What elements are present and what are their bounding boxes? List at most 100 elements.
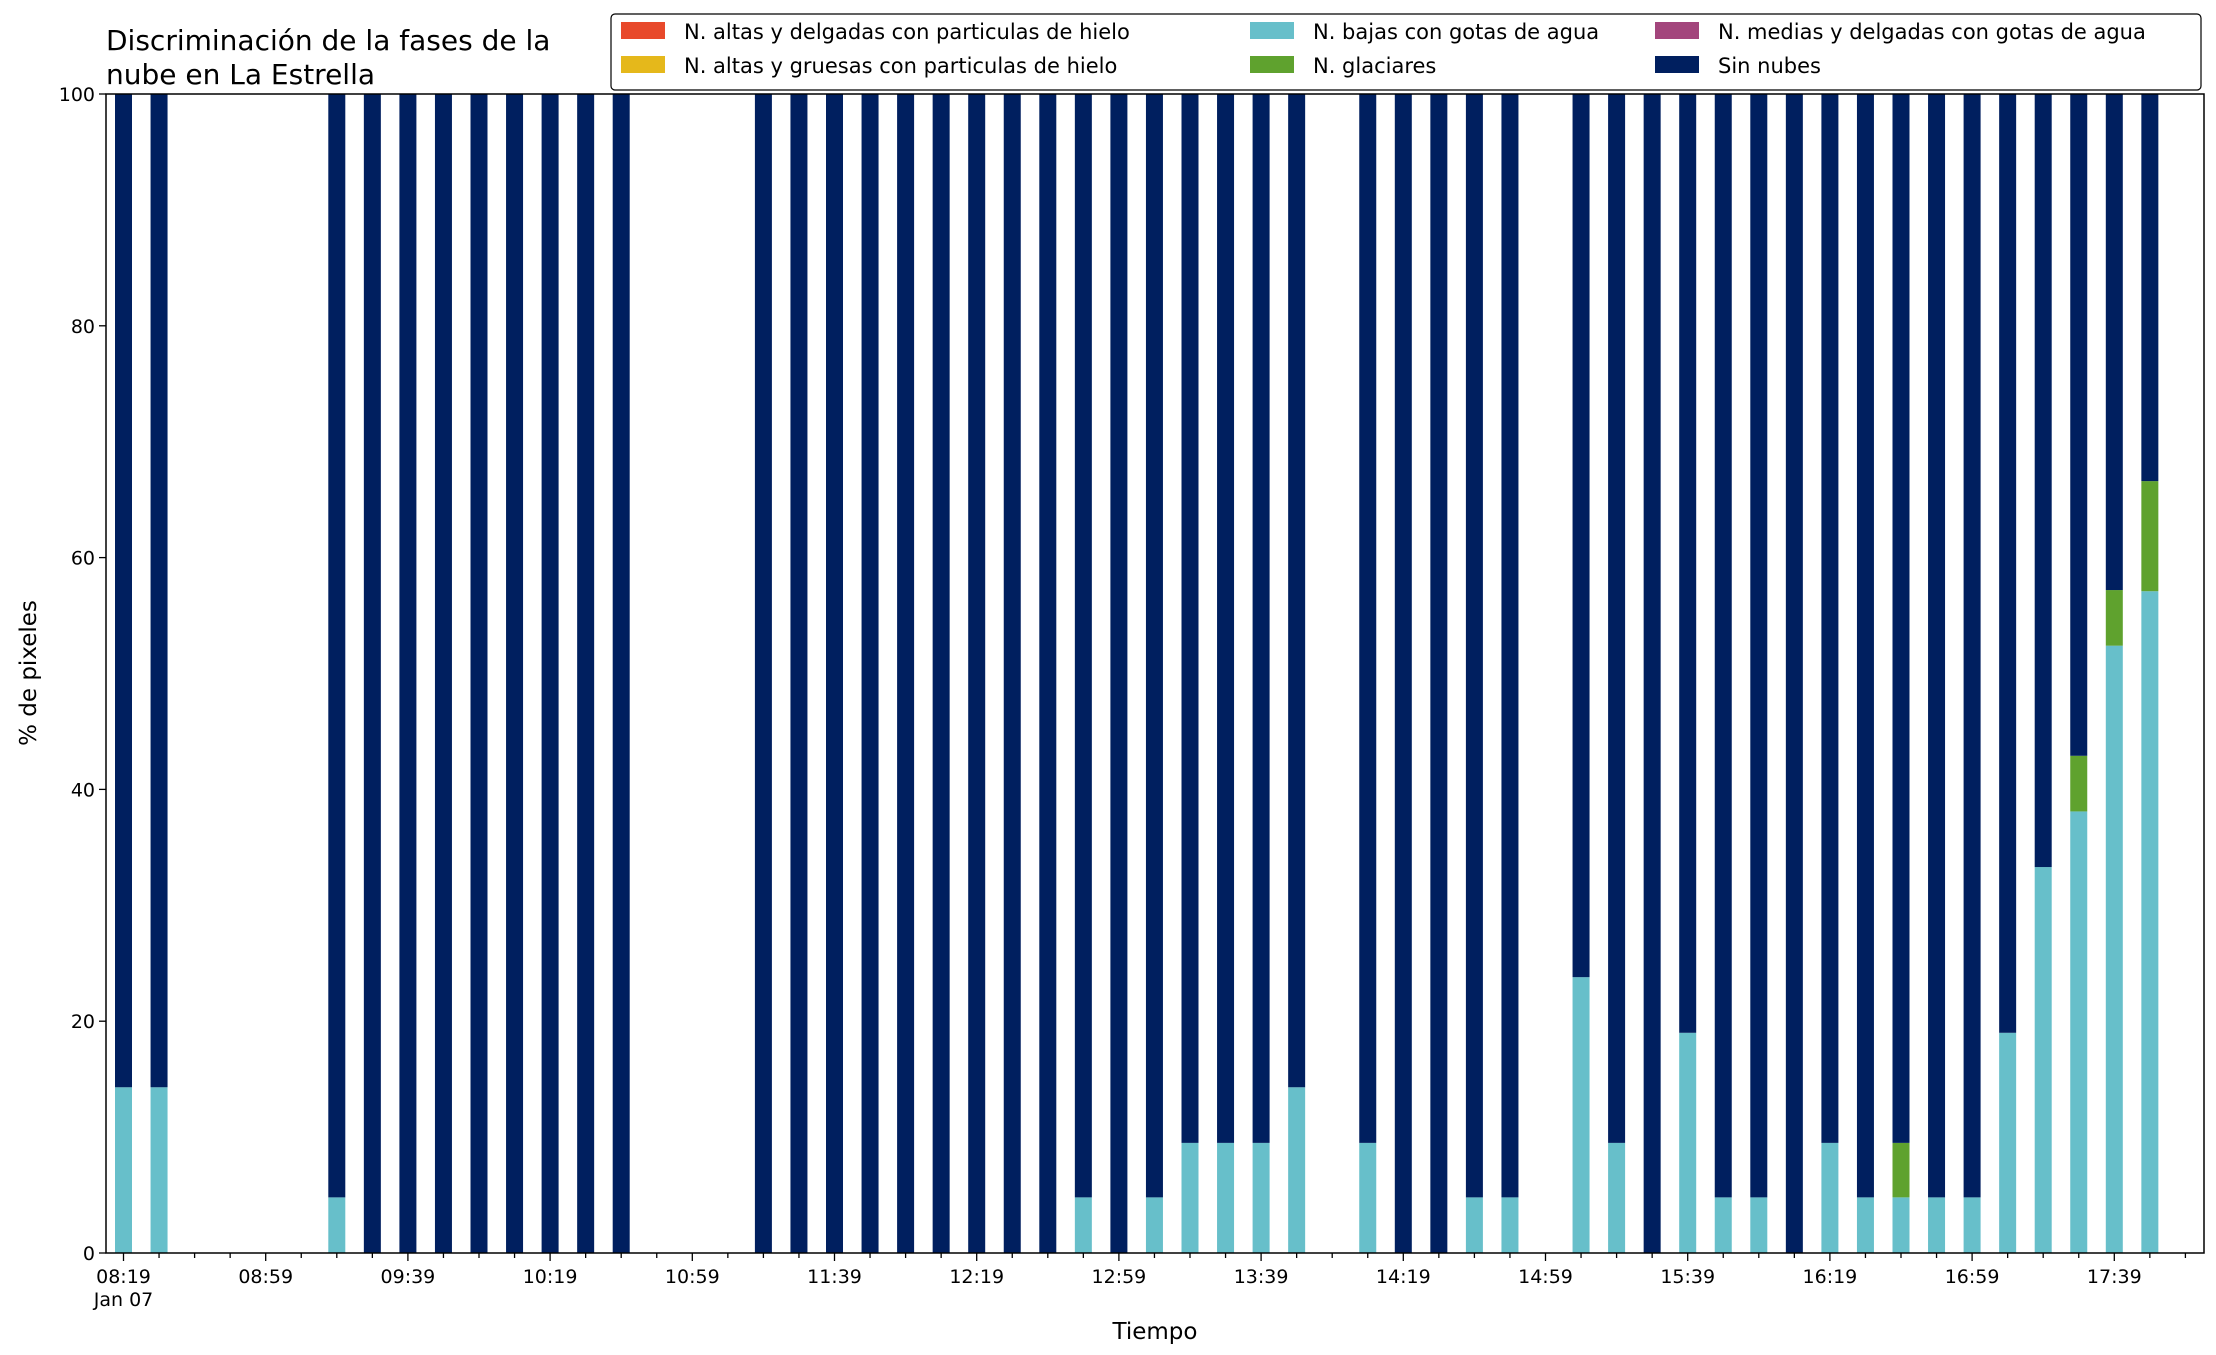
x-tick-label: 11:39 [807,1266,862,1288]
bar-segment-5-23 [932,94,950,1253]
bar-segment-5-57 [2141,94,2159,482]
bar-segment-5-30 [1181,94,1199,1143]
x-tick-label: 08:59 [238,1266,293,1288]
legend-label-2: N. bajas con gotas de agua [1313,20,1599,44]
bar-segment-5-41 [1572,94,1590,978]
bars-group [115,94,2159,1253]
x-tick-label: 08:19 [96,1266,151,1288]
x-tick-sublabel: Jan 07 [93,1289,154,1311]
bar-segment-5-56 [2105,94,2123,591]
bar-segment-5-47 [1785,94,1803,1253]
bar-segment-5-7 [363,94,381,1253]
bar-segment-5-24 [968,94,986,1253]
legend-swatch-2 [1250,22,1294,39]
bar-segment-5-31 [1217,94,1235,1143]
y-tick-label: 80 [71,316,95,338]
chart-title-line-1: Discriminación de la fases de la [106,24,550,57]
y-tick-label: 0 [83,1243,95,1265]
y-axis-label: % de pixeles [16,600,42,746]
legend-label-0: N. altas y delgadas con particulas de hi… [684,20,1130,44]
bar-segment-2-50 [1892,1197,1910,1253]
bar-segment-2-0 [115,1087,132,1253]
bar-segment-2-56 [2105,645,2123,1253]
bar-segment-2-39 [1501,1197,1519,1253]
bar-segment-5-49 [1856,94,1874,1198]
bar-segment-2-29 [1145,1197,1163,1253]
bar-segment-2-54 [2034,867,2052,1253]
x-tick-label: 14:59 [1518,1266,1573,1288]
y-tick-label: 60 [71,548,95,570]
bar-segment-2-35 [1359,1142,1377,1253]
bar-segment-2-1 [150,1087,168,1253]
bar-segment-2-53 [1999,1032,2017,1253]
x-tick-label: 10:59 [665,1266,720,1288]
bar-segment-5-18 [754,94,772,1253]
x-tick-label: 16:19 [1803,1266,1858,1288]
bar-segment-5-50 [1892,94,1910,1143]
bar-segment-5-42 [1608,94,1626,1143]
bar-segment-2-6 [328,1197,346,1253]
bar-segment-5-38 [1465,94,1483,1198]
x-tick-label: 09:39 [381,1266,436,1288]
bar-segment-5-9 [434,94,452,1253]
x-axis-label: Tiempo [1112,1319,1198,1345]
bar-segment-2-46 [1750,1197,1768,1253]
bar-segment-2-45 [1714,1197,1732,1253]
x-tick-label: 16:59 [1945,1266,2000,1288]
legend-swatch-4 [1655,22,1699,39]
bar-segment-2-30 [1181,1142,1199,1253]
bar-segment-5-39 [1501,94,1519,1198]
bar-segment-5-8 [399,94,417,1253]
bar-segment-3-57 [2141,481,2159,592]
bar-segment-5-54 [2034,94,2052,868]
x-tick-label: 15:39 [1660,1266,1715,1288]
bar-segment-5-11 [506,94,524,1253]
bar-segment-5-43 [1643,94,1661,1253]
bar-segment-5-21 [861,94,879,1253]
bar-segment-5-48 [1821,94,1839,1143]
bar-segment-5-26 [1039,94,1057,1253]
bar-segment-5-6 [328,94,346,1198]
bar-segment-2-49 [1856,1197,1874,1253]
bar-segment-5-10 [470,94,488,1253]
bar-segment-2-27 [1074,1197,1092,1253]
bar-segment-5-19 [790,94,808,1253]
bar-segment-5-33 [1288,94,1306,1088]
legend-label-3: N. glaciares [1313,54,1436,78]
bar-segment-2-51 [1928,1197,1946,1253]
legend-frame [610,13,2202,91]
bar-segment-2-31 [1217,1142,1235,1253]
bar-segment-5-35 [1359,94,1377,1143]
legend-label-1: N. altas y gruesas con particulas de hie… [684,54,1117,78]
bar-segment-5-12 [541,94,559,1253]
bar-segment-5-14 [612,94,630,1253]
y-tick-label: 100 [59,84,95,106]
bar-segment-5-37 [1430,94,1448,1253]
bar-segment-5-13 [577,94,595,1253]
bar-segment-5-44 [1679,94,1697,1033]
bar-segment-5-32 [1252,94,1270,1143]
x-tick-label: 10:19 [523,1266,578,1288]
bar-segment-3-50 [1892,1142,1910,1198]
bar-segment-5-36 [1394,94,1412,1253]
legend-swatch-5 [1655,56,1699,73]
legend-swatch-3 [1250,56,1294,73]
bar-segment-5-45 [1714,94,1732,1198]
legend-label-5: Sin nubes [1718,54,1821,78]
x-tick-label: 12:59 [1092,1266,1147,1288]
x-tick-label: 13:39 [1234,1266,1289,1288]
bar-segment-2-52 [1963,1197,1981,1253]
bar-segment-2-42 [1608,1142,1626,1253]
bar-segment-2-41 [1572,977,1590,1253]
bar-segment-5-51 [1928,94,1946,1198]
bar-segment-5-27 [1074,94,1092,1198]
bar-segment-2-55 [2070,811,2088,1253]
y-tick-label: 20 [71,1011,95,1033]
bar-segment-5-29 [1145,94,1163,1198]
bar-segment-5-0 [115,94,132,1088]
bar-segment-5-52 [1963,94,1981,1198]
bar-segment-5-25 [1003,94,1021,1253]
x-tick-label: 17:39 [2087,1266,2142,1288]
